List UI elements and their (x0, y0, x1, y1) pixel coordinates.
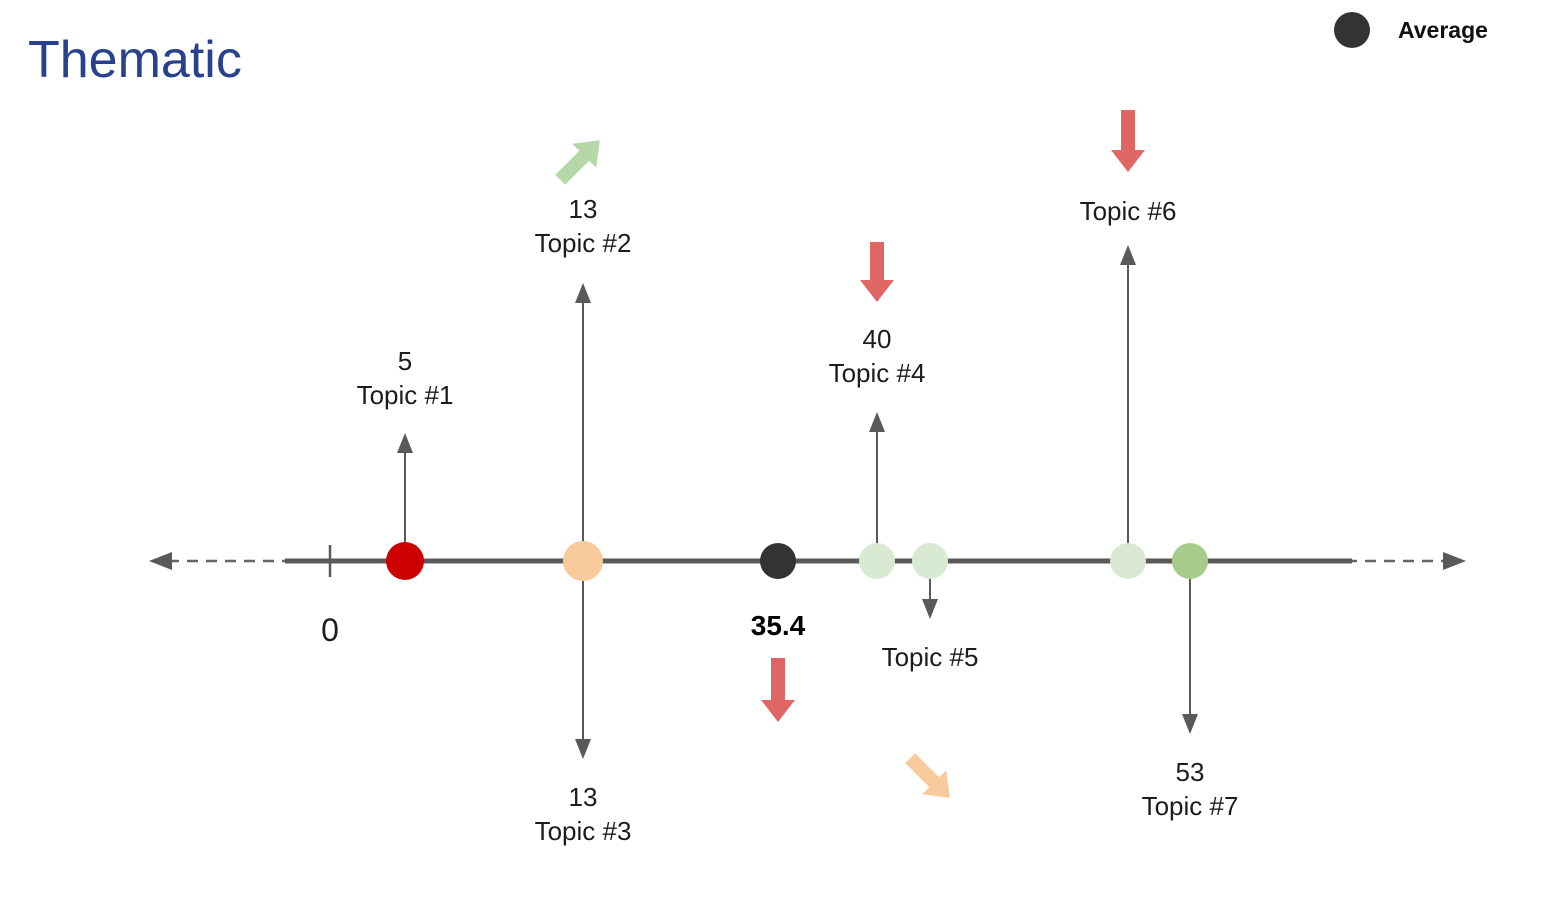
topic5-name: Topic #5 (881, 642, 979, 672)
topic2-value: 13 (568, 194, 598, 224)
topic1-dot[interactable] (386, 542, 424, 580)
topic7-down-arrowhead-icon (1182, 714, 1198, 734)
topic7-value: 53 (1175, 757, 1205, 787)
topic6-name: Topic #6 (1079, 196, 1177, 226)
axis-left-arrowhead-icon (149, 552, 172, 570)
topic4-name: Topic #4 (828, 358, 926, 388)
legend-label: Average (1398, 16, 1488, 43)
topic7-label: 53 Topic #7 (1080, 755, 1300, 823)
legend: Average (1334, 12, 1488, 48)
topic6-up-arrowhead-icon (1120, 245, 1136, 265)
topic1-value: 5 (397, 346, 413, 376)
topic3-name: Topic #3 (534, 816, 632, 846)
average-dot[interactable] (760, 543, 796, 579)
topic1-label: 5 Topic #1 (295, 344, 515, 412)
average-value-label: 35.4 (750, 610, 806, 641)
topic4-up-arrowhead-icon (869, 412, 885, 432)
topic2-up-arrowhead-icon (575, 283, 591, 303)
axis-zero-label: 0 (321, 612, 339, 648)
topic3-value: 13 (568, 782, 598, 812)
topic4-label: 40 Topic #4 (767, 322, 987, 390)
topic5-label: Topic #5 (820, 640, 1040, 674)
topic5-down-arrowhead-icon (922, 599, 938, 619)
topic2-trend-up-green-arrow-icon (555, 140, 600, 185)
page-title: Thematic (28, 31, 242, 89)
topic4-trend-down-red-arrow-icon (860, 242, 894, 302)
topic3-label: 13 Topic #3 (473, 780, 693, 848)
axis-right-arrowhead-icon (1443, 552, 1466, 570)
topic6-label: Topic #6 (1018, 194, 1238, 228)
topic1-name: Topic #1 (356, 380, 454, 410)
topic2-name: Topic #2 (534, 228, 632, 258)
topic4-dot[interactable] (859, 543, 895, 579)
average-trend-down-red-arrow-icon (761, 658, 795, 722)
topic2-label: 13 Topic #2 (473, 192, 693, 260)
topic3-down-arrowhead-icon (575, 739, 591, 759)
topic2-topic3-dot[interactable] (563, 541, 603, 581)
topic7-dot[interactable] (1172, 543, 1208, 579)
topic4-value: 40 (862, 324, 892, 354)
topic6-dot[interactable] (1110, 543, 1146, 579)
topic5-dot[interactable] (912, 543, 948, 579)
topic7-name: Topic #7 (1141, 791, 1239, 821)
topic6-trend-down-red-arrow-icon (1111, 110, 1145, 172)
topic1-up-arrowhead-icon (397, 433, 413, 453)
topic5-trend-down-right-orange-arrow-icon (905, 753, 950, 798)
average-legend-dot-icon (1334, 12, 1370, 48)
